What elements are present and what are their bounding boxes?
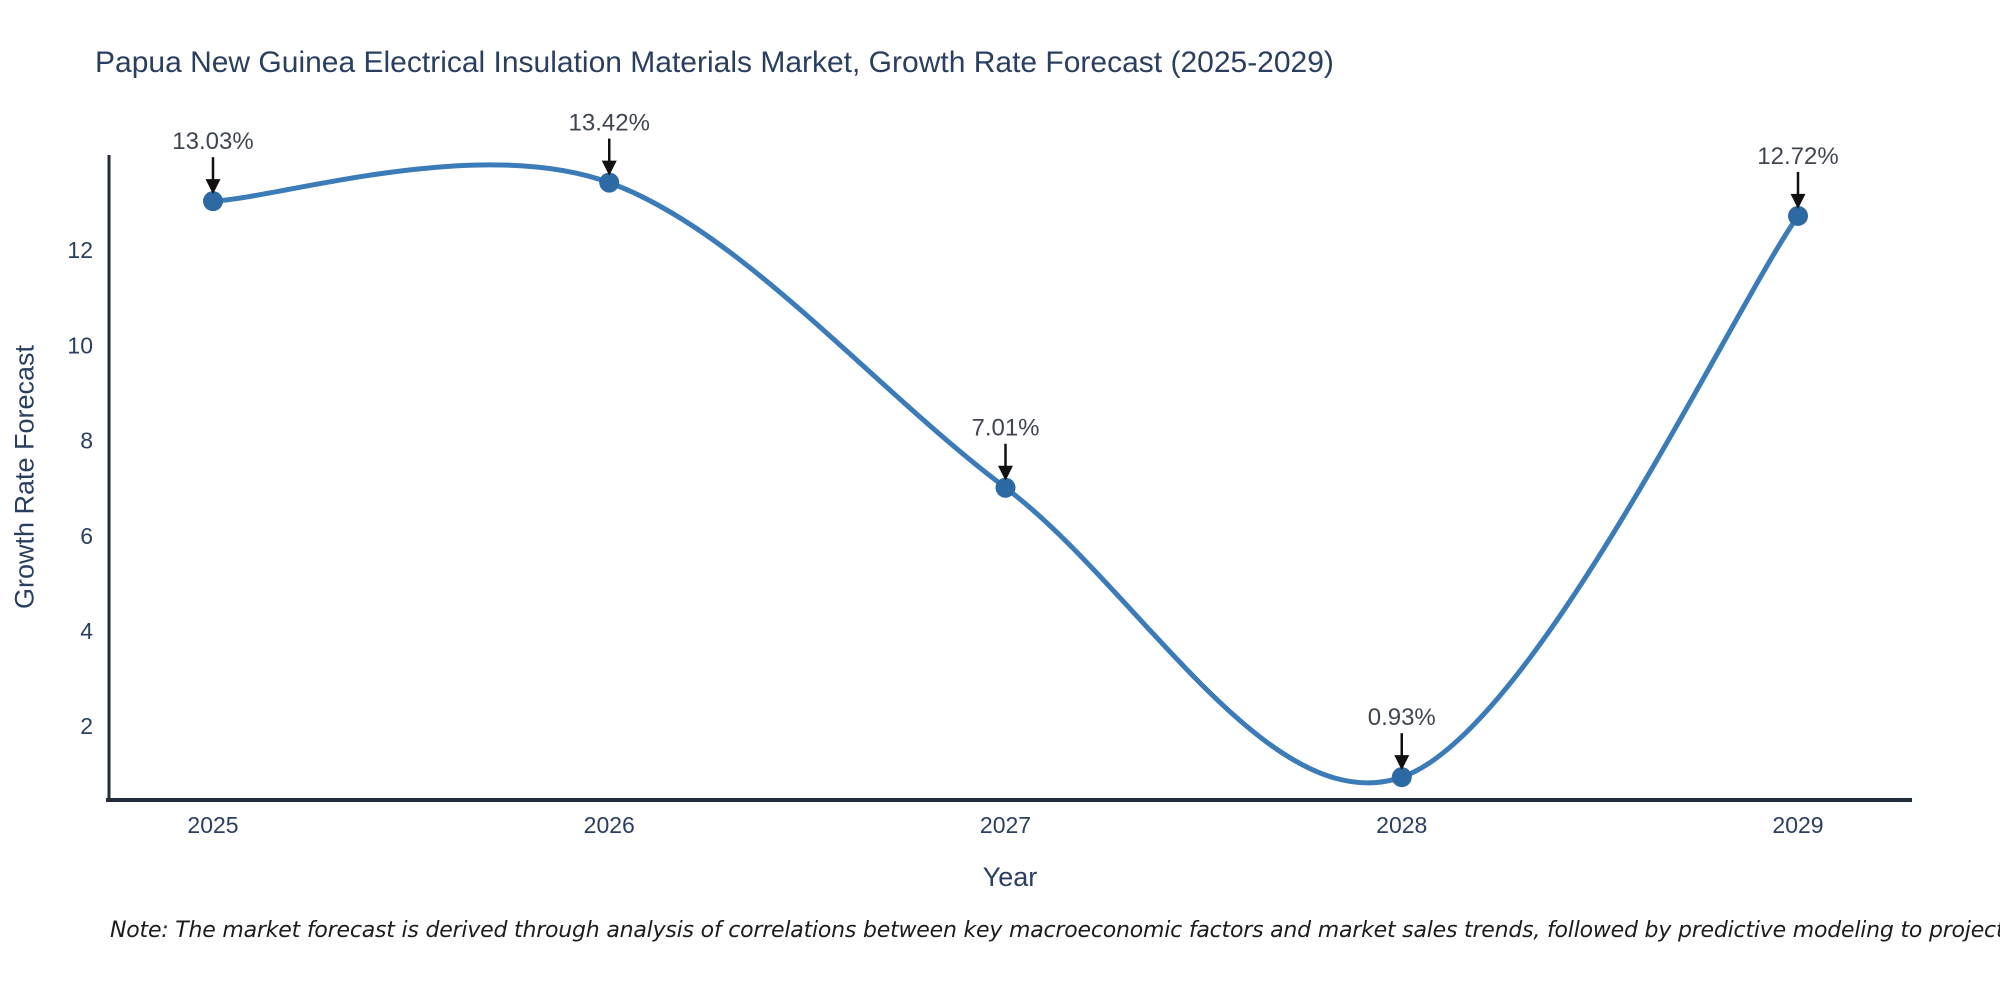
data-point-marker xyxy=(599,172,620,193)
data-point-marker xyxy=(1788,205,1808,226)
y-tick-label: 4 xyxy=(80,618,93,644)
y-tick-label: 10 xyxy=(67,332,93,358)
y-tick-label: 8 xyxy=(80,428,93,454)
x-tick-label: 2029 xyxy=(1772,812,1823,838)
x-tick-label: 2026 xyxy=(584,812,635,838)
chart-title: Papua New Guinea Electrical Insulation M… xyxy=(95,46,1334,79)
annotation-arrowhead xyxy=(998,465,1013,481)
annotation-label: 13.03% xyxy=(172,128,253,155)
data-point-marker xyxy=(203,191,223,212)
annotation-label: 7.01% xyxy=(971,415,1039,442)
data-point-marker xyxy=(995,477,1016,498)
annotation-label: 0.93% xyxy=(1368,704,1436,731)
annotation-arrowhead xyxy=(1790,193,1806,209)
y-tick-label: 2 xyxy=(80,713,93,739)
annotation-arrowhead xyxy=(1394,755,1410,771)
annotation-label: 13.42% xyxy=(569,110,650,137)
forecast-line xyxy=(210,162,1801,786)
y-axis-title: Growth Rate Forecast xyxy=(9,344,40,610)
y-tick-label: 6 xyxy=(80,523,93,549)
x-tick-label: 2027 xyxy=(980,812,1031,838)
x-axis-title: Year xyxy=(982,862,1038,892)
annotation-arrowhead xyxy=(205,179,221,195)
x-tick-label: 2025 xyxy=(187,812,238,838)
x-tick-label: 2028 xyxy=(1376,812,1427,838)
annotation-label: 12.72% xyxy=(1757,143,1838,170)
y-tick-label: 12 xyxy=(67,237,93,263)
data-point-marker xyxy=(1391,767,1412,788)
footnote: Note: The market forecast is derived thr… xyxy=(110,918,2000,943)
annotation-arrowhead xyxy=(601,160,617,176)
